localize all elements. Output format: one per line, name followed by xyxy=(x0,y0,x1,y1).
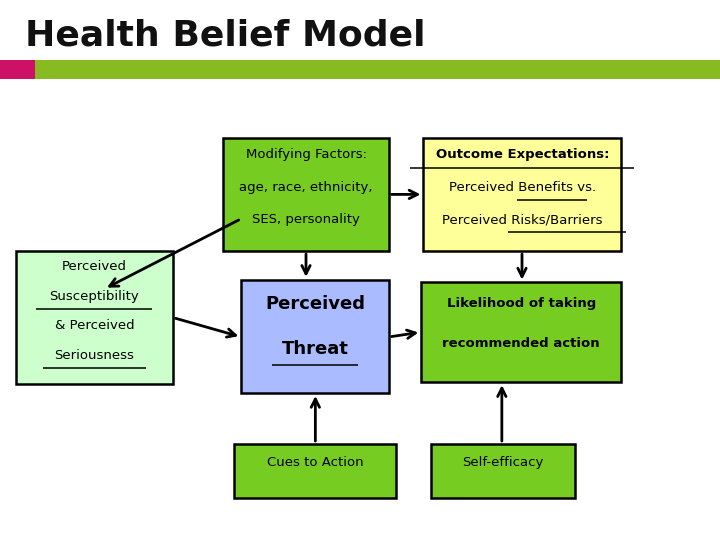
Text: Health Belief Model: Health Belief Model xyxy=(25,19,426,53)
Text: Threat: Threat xyxy=(282,340,348,358)
FancyBboxPatch shape xyxy=(234,444,396,498)
Text: Susceptibility: Susceptibility xyxy=(50,289,139,302)
Text: Perceived Benefits vs.: Perceived Benefits vs. xyxy=(449,181,596,194)
Text: age, race, ethnicity,: age, race, ethnicity, xyxy=(239,181,373,194)
FancyBboxPatch shape xyxy=(16,251,173,384)
Text: recommended action: recommended action xyxy=(443,337,600,350)
FancyBboxPatch shape xyxy=(423,138,621,251)
Text: & Perceived: & Perceived xyxy=(55,319,134,332)
Text: Seriousness: Seriousness xyxy=(55,349,134,362)
Text: Cues to Action: Cues to Action xyxy=(266,456,364,469)
Bar xyxy=(0,60,35,79)
FancyBboxPatch shape xyxy=(421,282,621,382)
Text: Perceived: Perceived xyxy=(62,260,127,273)
FancyBboxPatch shape xyxy=(431,444,575,498)
Bar xyxy=(35,60,720,79)
Text: Likelihood of taking: Likelihood of taking xyxy=(446,297,596,310)
Text: Self-efficacy: Self-efficacy xyxy=(462,456,544,469)
Text: Modifying Factors:: Modifying Factors: xyxy=(246,148,366,161)
FancyBboxPatch shape xyxy=(241,280,389,393)
FancyBboxPatch shape xyxy=(223,138,389,251)
Text: Outcome Expectations:: Outcome Expectations: xyxy=(436,148,609,161)
Text: Perceived Risks/Barriers: Perceived Risks/Barriers xyxy=(442,213,603,226)
Text: Perceived: Perceived xyxy=(265,295,365,313)
Text: SES, personality: SES, personality xyxy=(252,213,360,226)
